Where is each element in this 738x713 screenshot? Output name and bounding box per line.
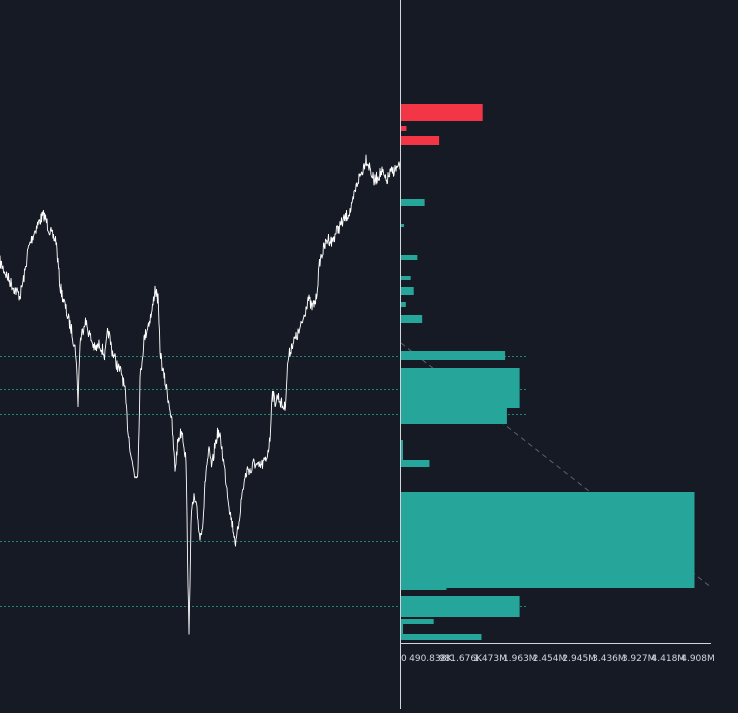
volume-bar — [401, 104, 483, 121]
volume-bar — [401, 315, 423, 323]
volume-profile — [401, 104, 695, 640]
volume-bar — [401, 596, 520, 617]
volume-bar — [401, 255, 418, 260]
volume-bar — [401, 492, 695, 588]
volume-axis-tick-label: 2.454M — [533, 654, 567, 664]
volume-bar — [401, 287, 414, 295]
price-series — [0, 154, 401, 635]
volume-axis-tick-label: 3.927M — [622, 654, 656, 664]
volume-bar — [401, 404, 507, 424]
price-line — [0, 154, 401, 635]
volume-bar — [401, 351, 506, 360]
volume-axis-tick-label: 1.963M — [503, 654, 537, 664]
volume-axis-tick-label: 4.418M — [652, 654, 686, 664]
volume-axis-tick-label: 4.908M — [681, 654, 715, 664]
volume-bar — [401, 368, 520, 408]
volume-axis-tick-label: 490.838K — [409, 654, 453, 664]
volume-bar — [401, 136, 440, 145]
volume-axis: 0 490.838K981.676K1.473M1.963M2.454M2.945… — [401, 643, 715, 664]
volume-bar — [401, 619, 434, 624]
volume-bar — [401, 460, 430, 467]
volume-bar — [401, 276, 411, 280]
volume-bar — [401, 126, 407, 131]
volume-axis-tick-label: 981.676K — [439, 654, 483, 664]
volume-bar — [401, 634, 482, 640]
volume-axis-tick-label: 3.436M — [592, 654, 626, 664]
volume-bar — [401, 224, 405, 227]
volume-axis-tick-label: 2.945M — [562, 654, 596, 664]
volume-axis-tick-label: 0 — [401, 654, 407, 664]
volume-bar — [401, 199, 425, 206]
volume-bar — [401, 624, 403, 634]
volume-axis-tick-label: 1.473M — [473, 654, 507, 664]
volume-bar — [401, 440, 403, 462]
volume-bar — [401, 302, 406, 307]
